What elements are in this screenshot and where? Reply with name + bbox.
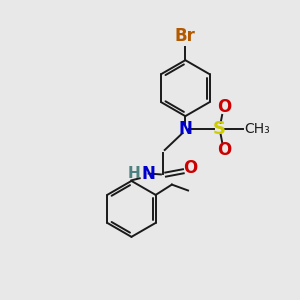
Text: N: N xyxy=(142,165,155,183)
Text: CH₃: CH₃ xyxy=(244,122,270,136)
Text: O: O xyxy=(183,159,197,177)
Text: N: N xyxy=(178,119,192,137)
Text: O: O xyxy=(218,141,232,159)
Text: Br: Br xyxy=(175,27,196,45)
Text: O: O xyxy=(218,98,232,116)
Text: S: S xyxy=(213,119,226,137)
Text: H: H xyxy=(128,166,140,181)
